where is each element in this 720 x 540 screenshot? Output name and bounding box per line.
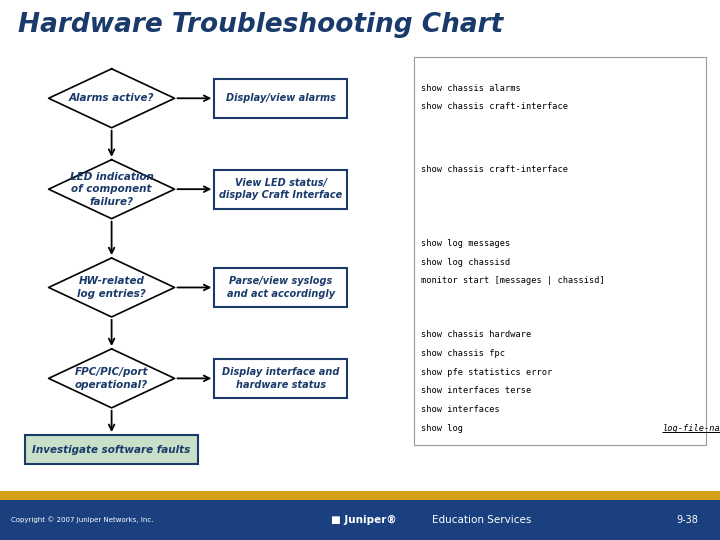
Text: HW-related
log entries?: HW-related log entries? — [77, 276, 146, 299]
Polygon shape — [49, 69, 174, 128]
Text: Copyright © 2007 Juniper Networks, Inc.: Copyright © 2007 Juniper Networks, Inc. — [11, 516, 153, 523]
Text: Alarms active?: Alarms active? — [69, 93, 154, 103]
Text: ■ Juniper®: ■ Juniper® — [331, 515, 397, 525]
FancyBboxPatch shape — [215, 79, 347, 118]
Text: Parse/view syslogs
and act accordingly: Parse/view syslogs and act accordingly — [227, 276, 335, 299]
Text: show chassis craft-interface: show chassis craft-interface — [421, 103, 568, 111]
Text: Investigate software faults: Investigate software faults — [32, 444, 191, 455]
Polygon shape — [49, 349, 174, 408]
Text: log-file-name: log-file-name — [662, 423, 720, 433]
FancyBboxPatch shape — [25, 435, 198, 464]
Text: show pfe statistics error: show pfe statistics error — [421, 368, 552, 376]
Text: Education Services: Education Services — [432, 515, 531, 524]
FancyBboxPatch shape — [215, 359, 347, 398]
Text: monitor start [messages | chassisd]: monitor start [messages | chassisd] — [421, 276, 605, 285]
Text: show chassis hardware: show chassis hardware — [421, 330, 531, 339]
FancyBboxPatch shape — [0, 491, 720, 500]
Text: FPC/PIC/port
operational?: FPC/PIC/port operational? — [75, 367, 148, 389]
Text: 9-38: 9-38 — [677, 515, 698, 524]
Text: show chassis craft-interface: show chassis craft-interface — [421, 165, 568, 174]
Text: show chassis alarms: show chassis alarms — [421, 84, 521, 93]
Text: Display/view alarms: Display/view alarms — [226, 93, 336, 103]
Polygon shape — [49, 258, 174, 317]
Text: show log chassisd: show log chassisd — [421, 258, 510, 267]
Text: View LED status/
display Craft Interface: View LED status/ display Craft Interface — [219, 178, 343, 200]
Polygon shape — [49, 160, 174, 219]
FancyBboxPatch shape — [215, 170, 347, 209]
Text: show chassis fpc: show chassis fpc — [421, 349, 505, 358]
Text: LED indication
of component
failure?: LED indication of component failure? — [70, 172, 153, 207]
Text: Display interface and
hardware status: Display interface and hardware status — [222, 367, 340, 389]
FancyBboxPatch shape — [215, 268, 347, 307]
FancyBboxPatch shape — [0, 500, 720, 540]
Text: show log messages: show log messages — [421, 239, 510, 248]
Text: Hardware Troubleshooting Chart: Hardware Troubleshooting Chart — [18, 12, 503, 38]
Text: show log: show log — [421, 423, 469, 433]
Text: show interfaces terse: show interfaces terse — [421, 386, 531, 395]
FancyBboxPatch shape — [414, 57, 706, 445]
Text: show interfaces: show interfaces — [421, 405, 505, 414]
